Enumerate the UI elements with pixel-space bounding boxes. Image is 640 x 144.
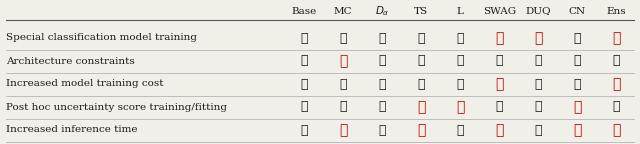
- Text: ✗: ✗: [573, 77, 581, 90]
- Text: ✓: ✓: [456, 100, 465, 114]
- Text: Increased model training cost: Increased model training cost: [6, 79, 163, 89]
- Text: ✗: ✗: [495, 101, 503, 113]
- Text: ✓: ✓: [339, 123, 348, 137]
- Text: ✓: ✓: [495, 77, 504, 91]
- Text: Special classification model training: Special classification model training: [6, 34, 197, 42]
- Text: ✗: ✗: [339, 101, 347, 113]
- Text: ✗: ✗: [378, 32, 386, 44]
- Text: ✗: ✗: [300, 77, 308, 90]
- Text: ✗: ✗: [456, 124, 464, 137]
- Text: ✗: ✗: [300, 124, 308, 137]
- Text: ✗: ✗: [456, 77, 464, 90]
- Text: SWAG: SWAG: [483, 6, 516, 16]
- Text: ✗: ✗: [612, 101, 620, 113]
- Text: Ens: Ens: [607, 6, 626, 16]
- Text: ✓: ✓: [612, 31, 621, 45]
- Text: ✓: ✓: [417, 123, 426, 137]
- Text: DUQ: DUQ: [525, 6, 551, 16]
- Text: ✗: ✗: [300, 32, 308, 44]
- Text: ✗: ✗: [378, 54, 386, 68]
- Text: ✗: ✗: [378, 101, 386, 113]
- Text: ✗: ✗: [456, 32, 464, 44]
- Text: CN: CN: [569, 6, 586, 16]
- Text: Architecture constraints: Architecture constraints: [6, 56, 135, 66]
- Text: Post hoc uncertainty score training/fitting: Post hoc uncertainty score training/fitt…: [6, 103, 227, 111]
- Text: ✓: ✓: [495, 31, 504, 45]
- Text: ✗: ✗: [300, 54, 308, 68]
- Text: ✗: ✗: [456, 54, 464, 68]
- Text: ✗: ✗: [339, 32, 347, 44]
- Text: TS: TS: [414, 6, 428, 16]
- Text: ✗: ✗: [378, 77, 386, 90]
- Text: ✗: ✗: [534, 124, 542, 137]
- Text: ✓: ✓: [573, 123, 582, 137]
- Text: ✗: ✗: [534, 101, 542, 113]
- Text: ✗: ✗: [612, 54, 620, 68]
- Text: ✗: ✗: [339, 77, 347, 90]
- Text: ✗: ✗: [495, 54, 503, 68]
- Text: ✗: ✗: [300, 101, 308, 113]
- Text: ✗: ✗: [417, 32, 425, 44]
- Text: ✓: ✓: [612, 123, 621, 137]
- Text: ✓: ✓: [573, 100, 582, 114]
- Text: $D_\alpha$: $D_\alpha$: [375, 4, 389, 18]
- Text: ✗: ✗: [534, 54, 542, 68]
- Text: ✗: ✗: [417, 54, 425, 68]
- Text: ✓: ✓: [495, 123, 504, 137]
- Text: ✓: ✓: [534, 31, 543, 45]
- Text: ✓: ✓: [417, 100, 426, 114]
- Text: ✓: ✓: [339, 54, 348, 68]
- Text: ✗: ✗: [378, 124, 386, 137]
- Text: ✗: ✗: [573, 54, 581, 68]
- Text: ✗: ✗: [534, 77, 542, 90]
- Text: Base: Base: [291, 6, 317, 16]
- Text: Increased inference time: Increased inference time: [6, 126, 138, 134]
- Text: ✗: ✗: [417, 77, 425, 90]
- Text: ✗: ✗: [573, 32, 581, 44]
- Text: MC: MC: [333, 6, 353, 16]
- Text: L: L: [457, 6, 463, 16]
- Text: ✓: ✓: [612, 77, 621, 91]
